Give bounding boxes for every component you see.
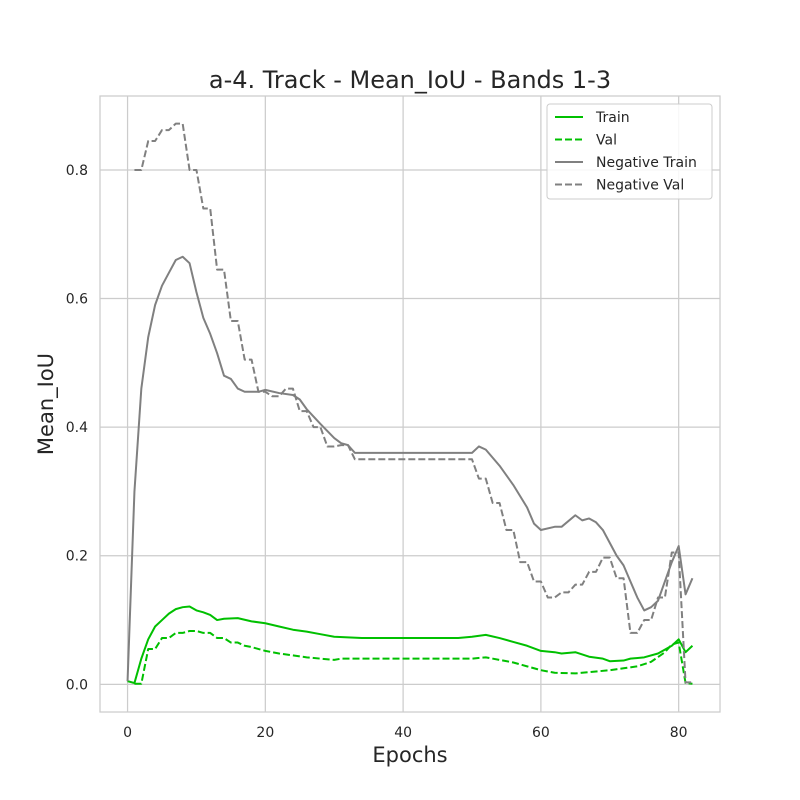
legend-label: Train (595, 110, 630, 126)
y-tick-label: 0.2 (66, 549, 88, 565)
x-tick-label: 40 (394, 725, 412, 741)
x-tick-labels: 0 20 40 60 80 (123, 725, 687, 741)
chart-title: a-4. Track - Mean_IoU - Bands 1-3 (209, 66, 611, 94)
legend-label: Val (596, 133, 617, 149)
y-tick-label: 0.8 (66, 163, 88, 179)
series-train-line (127, 605, 694, 685)
y-tick-labels: 0.0 0.2 0.4 0.6 0.8 (66, 163, 88, 693)
x-tick-label: 0 (123, 725, 132, 741)
series-negative-train-line (126, 255, 694, 682)
x-axis-label: Epochs (372, 743, 447, 767)
series-val-line (134, 629, 693, 685)
y-tick-label: 0.0 (66, 677, 88, 693)
y-axis-label: Mean_IoU (34, 353, 59, 455)
legend: Train Val Negative Train Negative Val (546, 103, 713, 200)
legend-box (546, 103, 713, 200)
x-tick-label: 20 (256, 725, 274, 741)
legend-label: Negative Train (596, 155, 697, 171)
plot-frame (99, 95, 721, 713)
y-tick-label: 0.6 (66, 292, 88, 308)
legend-label: Negative Val (596, 178, 684, 194)
x-tick-label: 80 (670, 725, 688, 741)
series-negative-val-line (134, 122, 693, 684)
y-tick-label: 0.4 (66, 420, 88, 436)
series-lines (126, 122, 694, 685)
x-tick-label: 60 (532, 725, 550, 741)
